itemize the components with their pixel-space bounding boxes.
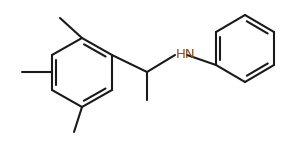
Text: HN: HN bbox=[176, 48, 196, 61]
